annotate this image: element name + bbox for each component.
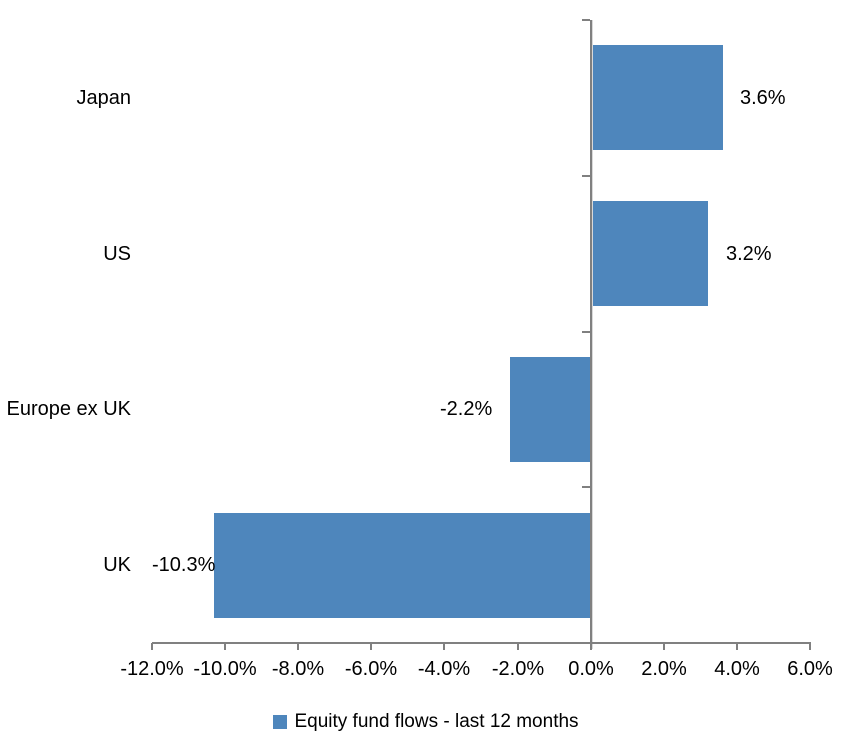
x-axis-tick	[370, 643, 372, 650]
x-tick-label: -6.0%	[344, 658, 398, 680]
x-tick-label: -2.0%	[491, 658, 545, 680]
category-label: Japan	[76, 87, 132, 109]
x-axis-tick	[590, 643, 592, 650]
category-tick	[582, 486, 590, 488]
category-tick	[582, 331, 590, 333]
legend-label: Equity fund flows - last 12 months	[294, 711, 579, 732]
x-tick-label: -10.0%	[193, 658, 257, 680]
bar-japan	[591, 45, 723, 150]
x-axis-tick	[517, 643, 519, 650]
legend-swatch-icon	[273, 715, 288, 729]
data-label: 3.2%	[726, 243, 772, 265]
x-tick-label: 4.0%	[714, 658, 760, 680]
x-axis-line	[152, 642, 811, 644]
data-label: -10.3%	[152, 554, 216, 576]
x-tick-label: -12.0%	[120, 658, 184, 680]
category-label: UK	[103, 554, 131, 576]
data-label: -2.2%	[440, 398, 493, 420]
x-axis-tick	[151, 643, 153, 650]
x-tick-label: 2.0%	[641, 658, 687, 680]
x-axis-tick	[809, 643, 811, 650]
bar-europe-ex-uk	[510, 357, 590, 462]
category-tick	[582, 175, 590, 177]
x-tick-label: 6.0%	[787, 658, 833, 680]
x-axis-tick	[297, 643, 299, 650]
y-axis-line	[590, 20, 592, 649]
x-axis-tick	[663, 643, 665, 650]
data-label: 3.6%	[740, 87, 786, 109]
bar-uk	[214, 513, 591, 618]
x-axis-tick	[224, 643, 226, 650]
x-axis-tick	[443, 643, 445, 650]
x-tick-label: -4.0%	[417, 658, 471, 680]
legend: Equity fund flows - last 12 months	[0, 710, 852, 734]
category-tick	[582, 19, 590, 21]
x-tick-label: -8.0%	[271, 658, 325, 680]
category-label: US	[103, 243, 131, 265]
bar-us	[591, 201, 708, 306]
y-axis-shadow	[592, 20, 593, 649]
x-tick-label: 0.0%	[568, 658, 614, 680]
category-label: Europe ex UK	[6, 398, 131, 420]
x-axis-tick	[736, 643, 738, 650]
